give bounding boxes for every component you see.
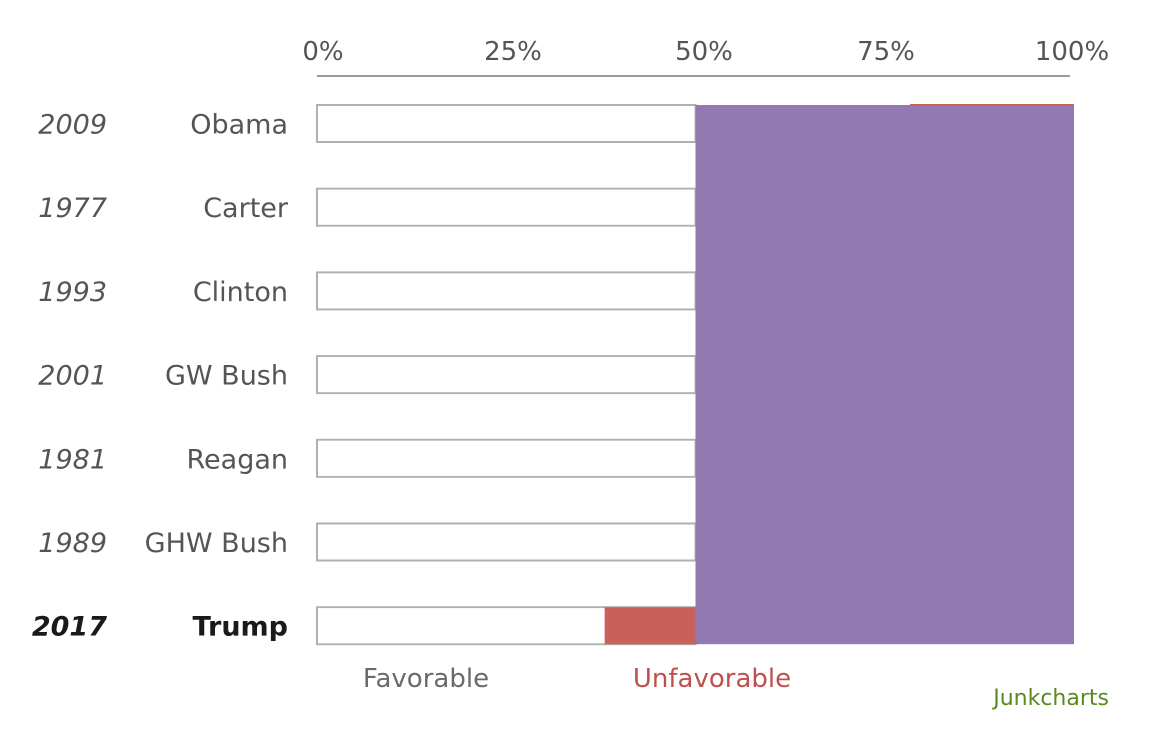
credit-label: Junkcharts (991, 686, 1109, 711)
bar-unfavorable (604, 607, 696, 645)
president-label: GHW Bush (145, 528, 288, 559)
overlay-top-sliver (910, 104, 1074, 106)
legend-unfavorable: Unfavorable (633, 664, 791, 694)
year-label: 1989 (38, 528, 107, 559)
x-tick-label: 0% (302, 37, 343, 67)
x-tick-label: 25% (484, 37, 542, 67)
x-axis: 0% 25% 50% 75% 100% (302, 37, 1109, 77)
year-label: 2017 (32, 612, 107, 643)
x-tick-label: 50% (675, 37, 733, 67)
bar-favorable (318, 440, 695, 476)
row-labels: 2009 Obama 1977 Carter 1993 Clinton 2001 GW Bus… (32, 110, 289, 643)
year-label: 1993 (38, 277, 107, 308)
year-label: 2009 (38, 110, 107, 141)
legend: Favorable Unfavorable (363, 664, 791, 694)
bar-favorable (318, 273, 695, 309)
x-tick-label: 75% (857, 37, 915, 67)
year-label: 1981 (38, 444, 107, 475)
bar-favorable (318, 189, 695, 225)
legend-favorable: Favorable (363, 664, 489, 694)
president-label: GW Bush (165, 361, 288, 392)
year-label: 1977 (38, 193, 107, 224)
president-label: Carter (203, 193, 289, 224)
president-label: Obama (190, 110, 288, 141)
president-label: Reagan (186, 444, 288, 475)
year-label: 2001 (38, 361, 107, 392)
president-label: Clinton (193, 277, 288, 308)
bar-favorable (318, 608, 604, 644)
bar-favorable (318, 357, 695, 393)
bar-favorable (318, 106, 695, 141)
bar-favorable (318, 524, 695, 560)
overlay-block (695, 105, 1074, 645)
bars (316, 104, 1074, 646)
x-tick-label: 100% (1035, 37, 1109, 67)
president-label: Trump (193, 612, 288, 643)
